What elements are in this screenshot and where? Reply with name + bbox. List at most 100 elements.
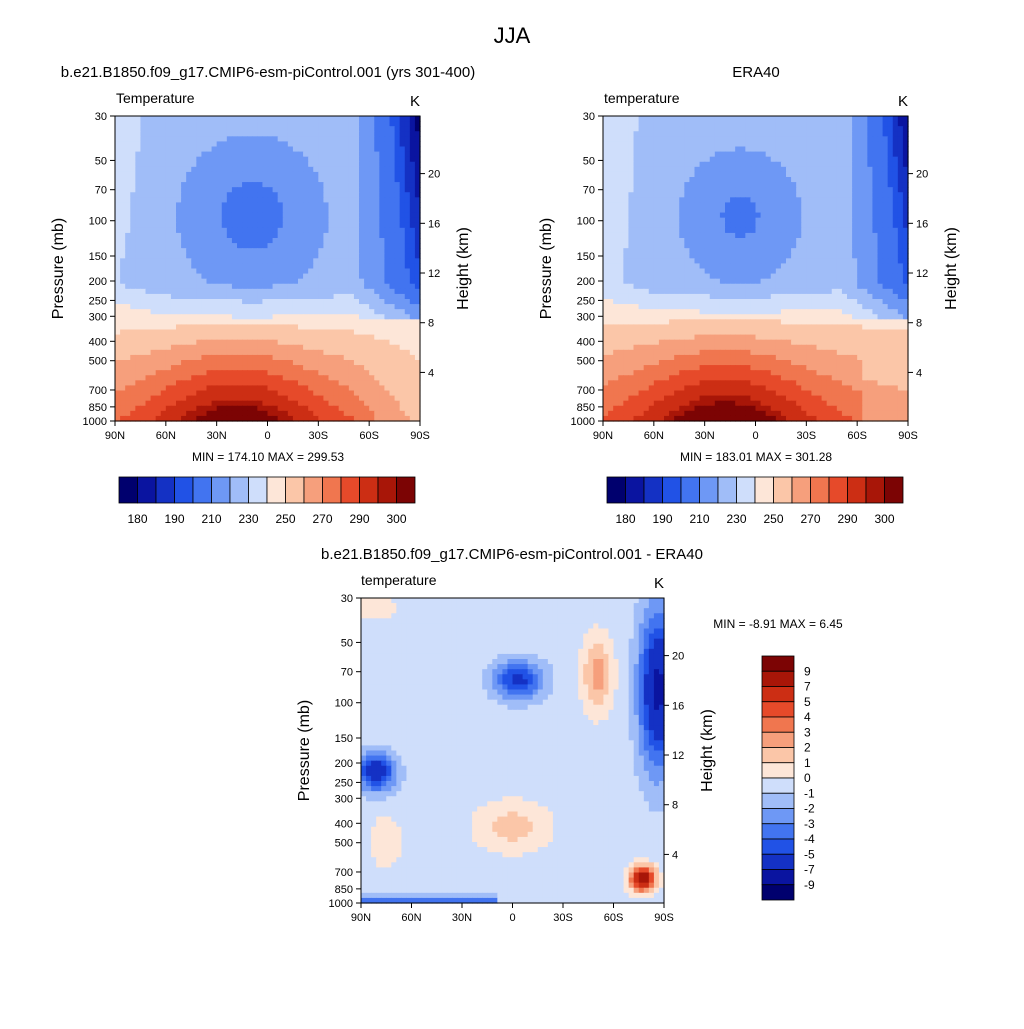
heatmap-cell bbox=[247, 223, 253, 229]
heatmap-cell bbox=[140, 391, 146, 397]
heatmap-cell bbox=[308, 314, 314, 320]
heatmap-cell bbox=[893, 187, 899, 193]
heatmap-cell bbox=[278, 411, 284, 417]
heatmap-cell bbox=[700, 162, 706, 168]
heatmap-cell bbox=[410, 274, 416, 280]
heatmap-cell bbox=[176, 355, 182, 361]
heatmap-cell bbox=[308, 324, 314, 330]
heatmap-cell bbox=[201, 197, 207, 203]
heatmap-cell bbox=[191, 365, 197, 371]
heatmap-cell bbox=[298, 274, 304, 280]
heatmap-cell bbox=[842, 131, 848, 137]
heatmap-cell bbox=[364, 243, 370, 249]
heatmap-cell bbox=[395, 360, 401, 366]
heatmap-cell bbox=[201, 330, 207, 336]
heatmap-cell bbox=[857, 197, 863, 203]
heatmap-cell bbox=[135, 279, 141, 285]
heatmap-cell bbox=[217, 116, 223, 122]
heatmap-cell bbox=[171, 324, 177, 330]
heatmap-cell bbox=[166, 401, 172, 407]
heatmap-cell bbox=[720, 218, 726, 224]
heatmap-cell bbox=[669, 177, 675, 183]
heatmap-cell bbox=[639, 121, 645, 127]
heatmap-cell bbox=[201, 202, 207, 208]
heatmap-cell bbox=[313, 187, 319, 193]
heatmap-cell bbox=[242, 238, 248, 244]
heatmap-cell bbox=[400, 324, 406, 330]
heatmap-cell bbox=[837, 167, 843, 173]
heatmap-cell bbox=[359, 131, 365, 137]
heatmap-cell bbox=[222, 269, 228, 275]
heatmap-cell bbox=[400, 345, 406, 351]
heatmap-cell bbox=[242, 202, 248, 208]
heatmap-cell bbox=[232, 263, 238, 269]
heatmap-cell bbox=[212, 330, 218, 336]
heatmap-cell bbox=[191, 304, 197, 310]
heatmap-cell bbox=[837, 197, 843, 203]
heatmap-cell bbox=[227, 182, 233, 188]
heatmap-cell bbox=[191, 319, 197, 325]
heatmap-cell bbox=[639, 126, 645, 132]
heatmap-cell bbox=[262, 380, 268, 386]
heatmap-cell bbox=[186, 116, 192, 122]
heatmap-cell bbox=[278, 248, 284, 254]
heatmap-cell bbox=[705, 116, 711, 122]
heatmap-cell bbox=[171, 147, 177, 153]
heatmap-cell bbox=[822, 136, 828, 142]
figure-title: JJA bbox=[494, 23, 531, 48]
heatmap-cell bbox=[247, 233, 253, 239]
heatmap-cell bbox=[161, 136, 167, 142]
heatmap-cell bbox=[171, 248, 177, 254]
heatmap-cell bbox=[247, 365, 253, 371]
heatmap-cell bbox=[278, 238, 284, 244]
heatmap-cell bbox=[323, 370, 329, 376]
heatmap-cell bbox=[166, 202, 172, 208]
heatmap-cell bbox=[761, 177, 767, 183]
heatmap-cell bbox=[140, 284, 146, 290]
heatmap-cell bbox=[156, 269, 162, 275]
heatmap-cell bbox=[232, 248, 238, 254]
heatmap-cell bbox=[222, 157, 228, 163]
heatmap-cell bbox=[710, 157, 716, 163]
heatmap-cell bbox=[669, 172, 675, 178]
heatmap-cell bbox=[293, 197, 299, 203]
heatmap-cell bbox=[313, 218, 319, 224]
heatmap-cell bbox=[130, 269, 136, 275]
heatmap-cell bbox=[207, 131, 213, 137]
heatmap-cell bbox=[181, 309, 187, 315]
heatmap-cell bbox=[227, 279, 233, 285]
heatmap-cell bbox=[349, 324, 355, 330]
heatmap-cell bbox=[410, 202, 416, 208]
heatmap-cell bbox=[354, 208, 360, 214]
heatmap-cell bbox=[669, 157, 675, 163]
heatmap-cell bbox=[313, 116, 319, 122]
heatmap-cell bbox=[735, 162, 741, 168]
heatmap-cell bbox=[201, 375, 207, 381]
heatmap-cell bbox=[344, 263, 350, 269]
heatmap-cell bbox=[156, 360, 162, 366]
heatmap-cell bbox=[156, 319, 162, 325]
heatmap-cell bbox=[384, 248, 390, 254]
heatmap-cell bbox=[196, 228, 202, 234]
heatmap-cell bbox=[308, 233, 314, 239]
heatmap-cell bbox=[120, 182, 126, 188]
heatmap-cell bbox=[181, 187, 187, 193]
heatmap-cell bbox=[232, 309, 238, 315]
heatmap-cell bbox=[212, 314, 218, 320]
heatmap-cell bbox=[395, 391, 401, 397]
heatmap-cell bbox=[252, 167, 258, 173]
heatmap-cell bbox=[298, 370, 304, 376]
heatmap-cell bbox=[278, 141, 284, 147]
heatmap-cell bbox=[257, 197, 263, 203]
heatmap-cell bbox=[181, 233, 187, 239]
heatmap-cell bbox=[801, 167, 807, 173]
heatmap-cell bbox=[786, 197, 792, 203]
heatmap-cell bbox=[268, 141, 274, 147]
heatmap-cell bbox=[293, 172, 299, 178]
heatmap-cell bbox=[664, 192, 670, 198]
heatmap-cell bbox=[293, 167, 299, 173]
heatmap-cell bbox=[318, 126, 324, 132]
heatmap-cell bbox=[806, 213, 812, 219]
heatmap-cell bbox=[237, 162, 243, 168]
